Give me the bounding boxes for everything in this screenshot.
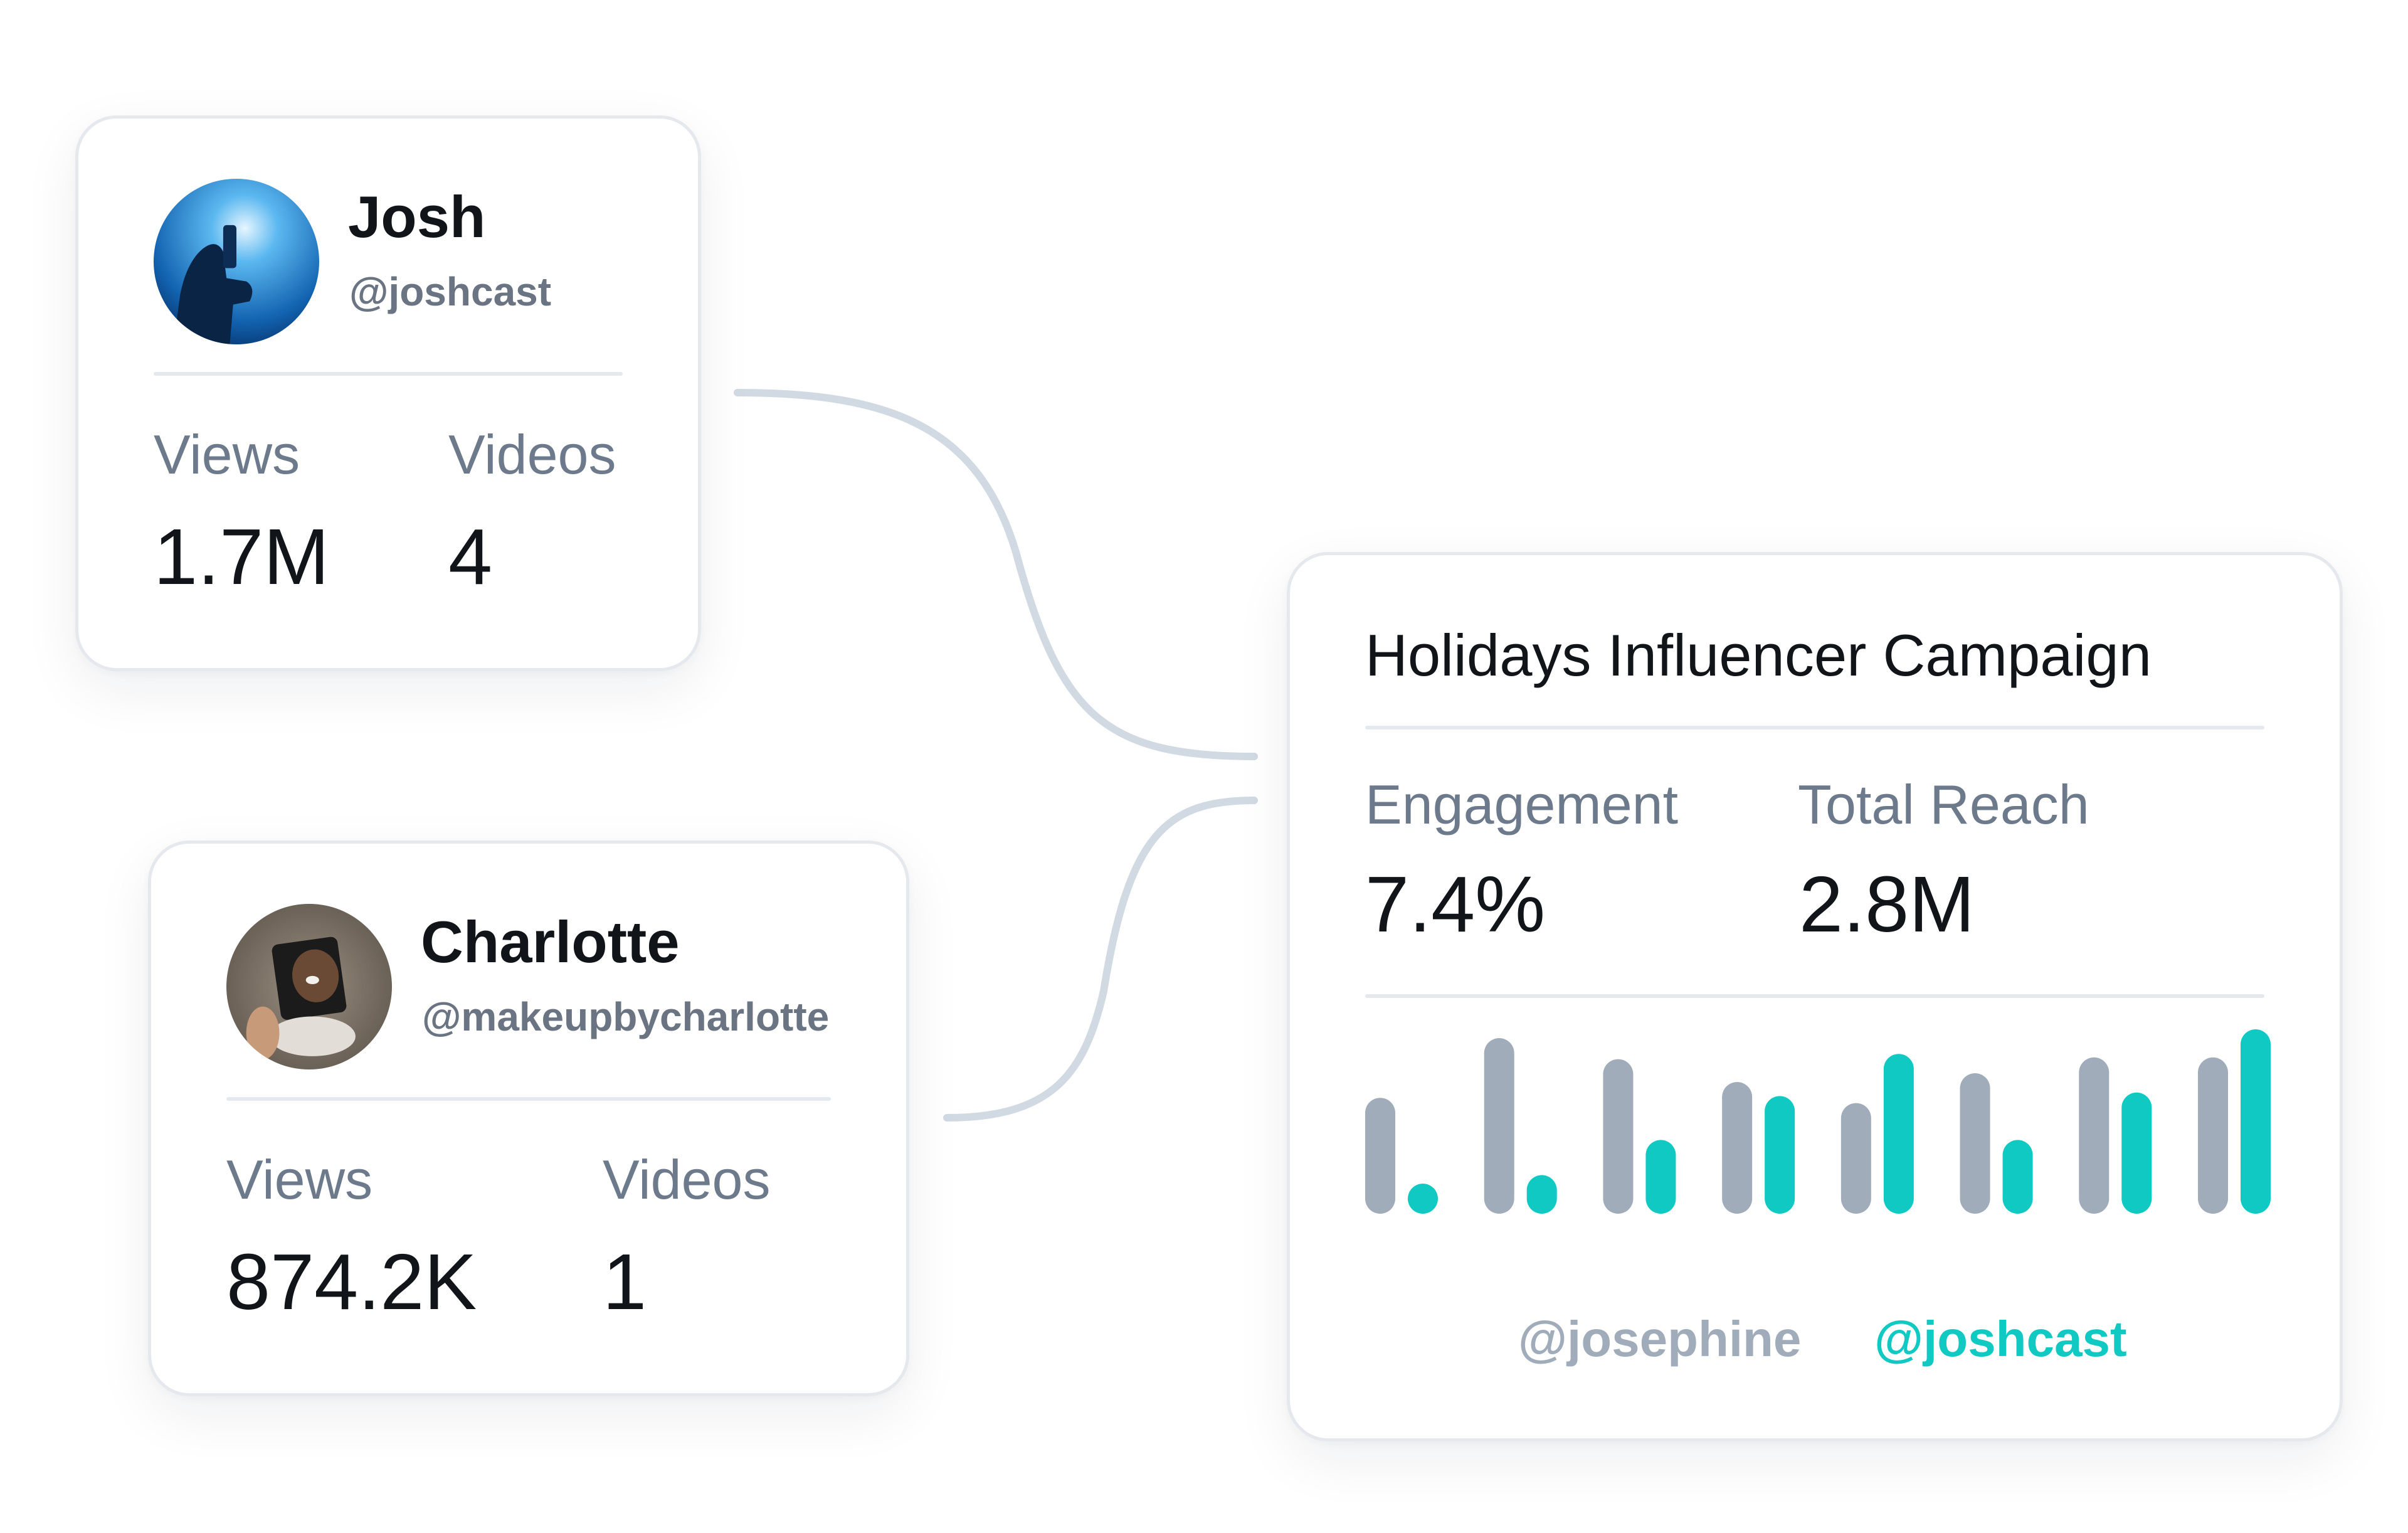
legend-item-joshcast: @joshcast: [1874, 1311, 2127, 1367]
bar-joshcast-2: [1526, 1175, 1557, 1214]
bar-joshcast-6: [2002, 1140, 2033, 1214]
bar-joshcast-4: [1765, 1096, 1795, 1214]
influencer-card-charlotte[interactable]: Charlotte @makeupbycharlotte Views Video…: [148, 841, 909, 1396]
views-value: 1.7M: [154, 512, 330, 601]
bar-josephine-5: [1840, 1103, 1871, 1214]
views-label: Views: [226, 1148, 373, 1211]
avatar-photo-charlotte-icon: [226, 904, 392, 1069]
card-divider: [1365, 726, 2264, 729]
bar-joshcast-7: [2121, 1092, 2152, 1214]
bar-josephine-3: [1603, 1059, 1634, 1214]
bar-joshcast-3: [1645, 1140, 1676, 1214]
engagement-bar-chart: [1365, 1029, 2271, 1214]
videos-value: 4: [448, 512, 493, 601]
avatar-photo-josh-icon: [154, 179, 319, 344]
influencer-name: Josh: [348, 184, 486, 250]
bar-josephine-2: [1484, 1038, 1514, 1214]
card-divider: [154, 372, 623, 376]
videos-label: Videos: [603, 1148, 771, 1211]
bar-josephine-1: [1365, 1098, 1395, 1214]
bar-josephine-8: [2198, 1057, 2228, 1214]
influencer-name: Charlotte: [421, 909, 680, 975]
influencer-handle: @joshcast: [349, 269, 552, 314]
videos-value: 1: [603, 1238, 647, 1326]
views-label: Views: [154, 423, 300, 485]
connector-charlotte-to-campaign: [943, 797, 1258, 1122]
legend-item-josephine: @josephine: [1518, 1311, 1802, 1367]
total-reach-label: Total Reach: [1798, 773, 2089, 835]
bar-joshcast-8: [2241, 1029, 2271, 1214]
campaign-title: Holidays Influencer Campaign: [1365, 622, 2152, 688]
bar-josephine-4: [1722, 1082, 1753, 1214]
campaign-card[interactable]: Holidays Influencer Campaign Engagement …: [1287, 552, 2343, 1441]
videos-label: Videos: [448, 423, 616, 485]
bar-joshcast-5: [1883, 1054, 1914, 1214]
influencer-card-josh[interactable]: Josh @joshcast Views Videos 1.7M 4: [75, 115, 701, 671]
bar-josephine-7: [2079, 1057, 2110, 1214]
avatar[interactable]: [154, 179, 319, 344]
bar-joshcast-1: [1408, 1184, 1438, 1214]
views-value: 874.2K: [226, 1238, 477, 1326]
card-divider: [1365, 994, 2264, 998]
avatar[interactable]: [226, 904, 392, 1069]
engagement-value: 7.4%: [1365, 860, 1546, 948]
bar-josephine-6: [1960, 1073, 1990, 1214]
influencer-handle: @makeupbycharlotte: [422, 994, 830, 1039]
card-divider: [226, 1097, 831, 1101]
engagement-label: Engagement: [1365, 773, 1679, 835]
total-reach-value: 2.8M: [1799, 860, 1975, 948]
connector-josh-to-campaign: [734, 389, 1258, 760]
